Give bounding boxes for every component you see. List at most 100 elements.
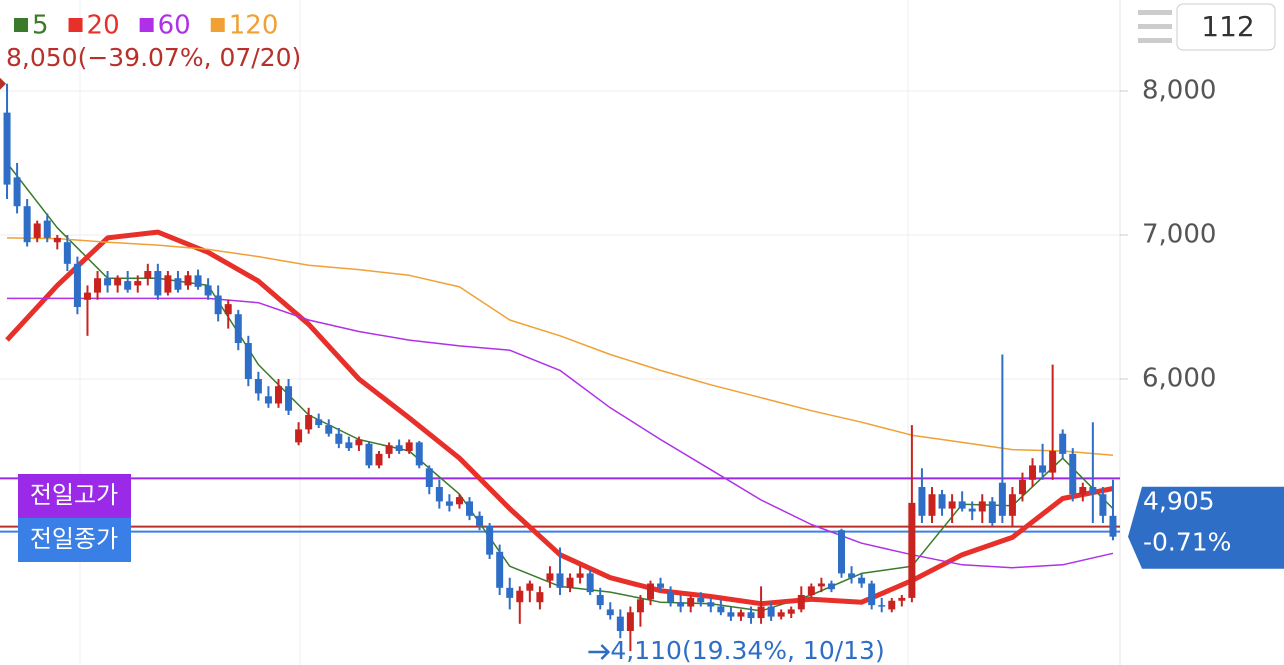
- candle-body: [646, 583, 654, 600]
- candle-body: [506, 587, 514, 598]
- low-arrow: [588, 644, 611, 660]
- ma-line: [7, 297, 1114, 569]
- candle-body: [315, 419, 323, 426]
- candle-body: [174, 278, 182, 290]
- candle-body: [486, 525, 494, 555]
- y-tick-label: 7,000: [1142, 220, 1216, 250]
- candle-body: [264, 396, 272, 404]
- candle-body: [677, 602, 685, 607]
- menu-bar: [1138, 10, 1172, 15]
- candle-body: [164, 275, 172, 293]
- candle-body: [616, 616, 624, 632]
- candle-body: [827, 583, 835, 590]
- candle-body: [848, 573, 856, 578]
- count-button[interactable]: [1176, 3, 1276, 51]
- candle-body: [1069, 453, 1077, 495]
- candle-body: [516, 590, 524, 603]
- candle-body: [757, 606, 765, 619]
- reference-label-box: [18, 474, 131, 518]
- menu-bar: [1138, 38, 1172, 43]
- legend-swatch: [139, 18, 154, 32]
- candle-body: [3, 112, 11, 185]
- candle-body: [23, 206, 31, 243]
- candle-body: [355, 439, 363, 446]
- candle-body: [33, 223, 41, 238]
- candle-body: [948, 501, 956, 509]
- candle-body: [797, 595, 805, 610]
- candle-body: [807, 586, 815, 596]
- y-tick-label: 6,000: [1142, 364, 1216, 394]
- candle-body: [254, 379, 262, 394]
- reference-label-box: [18, 518, 131, 562]
- count-label: 112: [1201, 10, 1254, 43]
- candle-body: [888, 600, 896, 610]
- candle-body: [455, 497, 463, 505]
- candle-body: [1059, 433, 1067, 454]
- candle-body: [1079, 487, 1087, 495]
- candle-body: [365, 443, 373, 466]
- candle-body: [295, 429, 303, 443]
- high-annotation: 8,050(−39.07%, 07/20): [6, 43, 301, 72]
- candle-body: [747, 612, 755, 619]
- candle-body: [1039, 465, 1047, 473]
- candle-body: [1018, 479, 1026, 495]
- candle-body: [435, 487, 443, 502]
- legend-label: 5: [32, 11, 49, 41]
- menu-bar: [1138, 24, 1172, 29]
- candle-body: [285, 386, 293, 411]
- candle-body: [345, 442, 353, 449]
- candle-body: [395, 445, 403, 452]
- candle-body: [415, 442, 423, 466]
- candle-body: [858, 577, 866, 584]
- candle-body: [727, 612, 735, 617]
- candle-body: [1089, 487, 1097, 495]
- candle-body: [244, 343, 252, 380]
- candle-body: [596, 595, 604, 606]
- candle-body: [667, 592, 675, 603]
- candle-body: [878, 605, 886, 607]
- candle-body: [274, 386, 282, 404]
- candle-body: [184, 275, 192, 286]
- candle-body: [13, 177, 21, 207]
- candle-body: [1109, 515, 1117, 537]
- candle-body: [194, 275, 202, 287]
- candle-body: [375, 453, 383, 466]
- candle-body: [134, 281, 142, 286]
- candle-body: [1049, 451, 1057, 473]
- ma-line: [6, 237, 1114, 457]
- candle-body: [546, 573, 554, 581]
- legend-label: 60: [158, 11, 191, 41]
- candles: [3, 83, 1117, 652]
- candle-body: [918, 487, 926, 516]
- candle-body: [817, 583, 825, 587]
- price-badge: [1128, 486, 1284, 569]
- reference-label: 전일고가: [30, 481, 118, 509]
- candle-body: [868, 583, 876, 606]
- candle-body: [305, 415, 313, 430]
- candle-body: [908, 502, 916, 598]
- menu-icon[interactable]: [1138, 10, 1172, 43]
- candle-body: [1029, 465, 1037, 480]
- candle-body: [737, 612, 745, 617]
- candle-body: [1099, 494, 1107, 516]
- current-price: 4,905: [1143, 487, 1215, 516]
- candle-body: [988, 501, 996, 524]
- candle-body: [536, 592, 544, 603]
- candle-body: [144, 271, 152, 279]
- candle-body: [958, 501, 966, 509]
- legend-swatch: [68, 18, 83, 32]
- candle-body: [707, 602, 715, 607]
- legend-swatch: [210, 18, 225, 32]
- candle-body: [717, 606, 725, 613]
- candle-body: [586, 573, 594, 593]
- candle-body: [53, 237, 61, 243]
- candle-body: [43, 220, 51, 238]
- candle-body: [124, 281, 132, 290]
- price-change: -0.71%: [1143, 528, 1231, 557]
- candle-body: [445, 501, 453, 506]
- candle-body: [405, 442, 413, 452]
- candle-body: [476, 515, 484, 526]
- candle-body: [978, 501, 986, 512]
- candle-body: [94, 278, 102, 293]
- candle-body: [838, 530, 846, 574]
